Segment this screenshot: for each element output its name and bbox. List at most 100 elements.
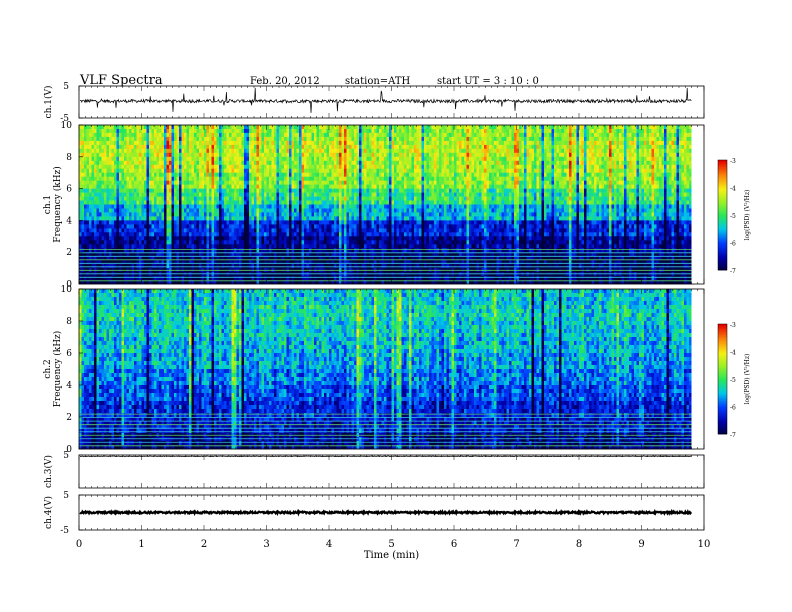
spectral-cell xyxy=(297,272,300,276)
spectral-cell xyxy=(149,173,152,177)
spectral-cell xyxy=(334,228,337,232)
spectral-cell xyxy=(84,157,87,161)
spectral-cell xyxy=(152,244,155,248)
spectral-cell xyxy=(192,161,195,165)
spectral-cell xyxy=(342,244,345,248)
spectral-cell xyxy=(82,272,85,276)
spectral-cell xyxy=(272,153,275,157)
spectral-cell xyxy=(267,189,270,193)
spectral-cell xyxy=(179,193,182,197)
spectral-cell xyxy=(229,205,232,209)
spectral-cell xyxy=(247,232,250,236)
spectral-cell xyxy=(154,236,157,240)
spectral-cell xyxy=(117,145,120,149)
spectral-cell xyxy=(84,228,87,232)
spectral-cell xyxy=(257,272,260,276)
spectral-cell xyxy=(239,185,242,189)
spectral-cell xyxy=(189,141,192,145)
spectral-cell xyxy=(244,197,247,201)
spectral-cell xyxy=(222,224,225,228)
spectral-cell xyxy=(347,264,350,268)
spectral-cell xyxy=(164,264,167,268)
spectral-cell xyxy=(149,181,152,185)
spectral-cell xyxy=(212,129,215,133)
spectral-cell xyxy=(194,165,197,169)
spectral-cell xyxy=(282,216,285,220)
spectral-cell xyxy=(257,228,260,232)
spectral-cell xyxy=(189,228,192,232)
spectral-cell xyxy=(114,228,117,232)
spectral-cell xyxy=(324,125,327,129)
spectral-cell xyxy=(147,236,150,240)
spectral-cell xyxy=(104,125,107,129)
spectral-cell xyxy=(259,149,262,153)
spectral-cell xyxy=(347,232,350,236)
spectral-cell xyxy=(327,149,330,153)
spectral-cell xyxy=(89,216,92,220)
spectral-cell xyxy=(329,232,332,236)
spectral-cell xyxy=(214,157,217,161)
spectral-cell xyxy=(252,236,255,240)
spectral-cell xyxy=(109,169,112,173)
spectral-cell xyxy=(249,137,252,141)
spectral-cell xyxy=(289,244,292,248)
spectral-cell xyxy=(174,161,177,165)
spectral-cell xyxy=(152,220,155,224)
spectral-cell xyxy=(267,173,270,177)
spectral-cell xyxy=(164,169,167,173)
spectral-cell xyxy=(289,157,292,161)
spectral-cell xyxy=(224,165,227,169)
spectral-cell xyxy=(267,149,270,153)
spectral-cell xyxy=(239,244,242,248)
spectral-cell xyxy=(229,240,232,244)
spectral-cell xyxy=(249,197,252,201)
spectral-cell xyxy=(249,264,252,268)
spectral-cell xyxy=(204,264,207,268)
spectral-cell xyxy=(282,173,285,177)
spectral-cell xyxy=(332,240,335,244)
spectral-cell xyxy=(132,240,135,244)
spectral-cell xyxy=(119,161,122,165)
spectral-cell xyxy=(189,173,192,177)
spectral-cell xyxy=(109,240,112,244)
spectral-cell xyxy=(229,129,232,133)
spectral-cell xyxy=(89,232,92,236)
spectral-cell xyxy=(147,157,150,161)
spectral-cell xyxy=(259,201,262,205)
spectral-cell xyxy=(79,197,82,201)
spectral-cell xyxy=(349,133,352,137)
spectral-cell xyxy=(127,228,130,232)
spectral-cell xyxy=(119,272,122,276)
spectral-cell xyxy=(232,185,235,189)
spectral-cell xyxy=(302,216,305,220)
spectral-cell xyxy=(269,173,272,177)
spectral-cell xyxy=(297,216,300,220)
signal-trace xyxy=(80,88,691,113)
spectral-cell xyxy=(212,145,215,149)
spectral-cell xyxy=(284,264,287,268)
spectral-cell xyxy=(137,220,140,224)
spectral-cell xyxy=(307,276,310,280)
spectral-cell xyxy=(244,181,247,185)
spectral-cell xyxy=(262,193,265,197)
spectral-cell xyxy=(332,149,335,153)
spectral-cell xyxy=(112,165,115,169)
spectral-cell xyxy=(102,177,105,181)
spectral-cell xyxy=(79,212,82,216)
spectral-cell xyxy=(142,244,145,248)
spectral-cell xyxy=(297,181,300,185)
spectral-cell xyxy=(252,205,255,209)
spectral-cell xyxy=(319,212,322,216)
spectral-cell xyxy=(279,224,282,228)
spectral-cell xyxy=(119,125,122,129)
spectral-cell xyxy=(92,264,95,268)
spectral-cell xyxy=(274,125,277,129)
spectral-cell xyxy=(127,264,130,268)
spectral-cell xyxy=(79,272,82,276)
spectral-cell xyxy=(219,153,222,157)
spectral-cell xyxy=(119,240,122,244)
spectral-cell xyxy=(207,216,210,220)
spectral-cell xyxy=(287,209,290,213)
spectral-cell xyxy=(114,145,117,149)
spectral-cell xyxy=(164,145,167,149)
